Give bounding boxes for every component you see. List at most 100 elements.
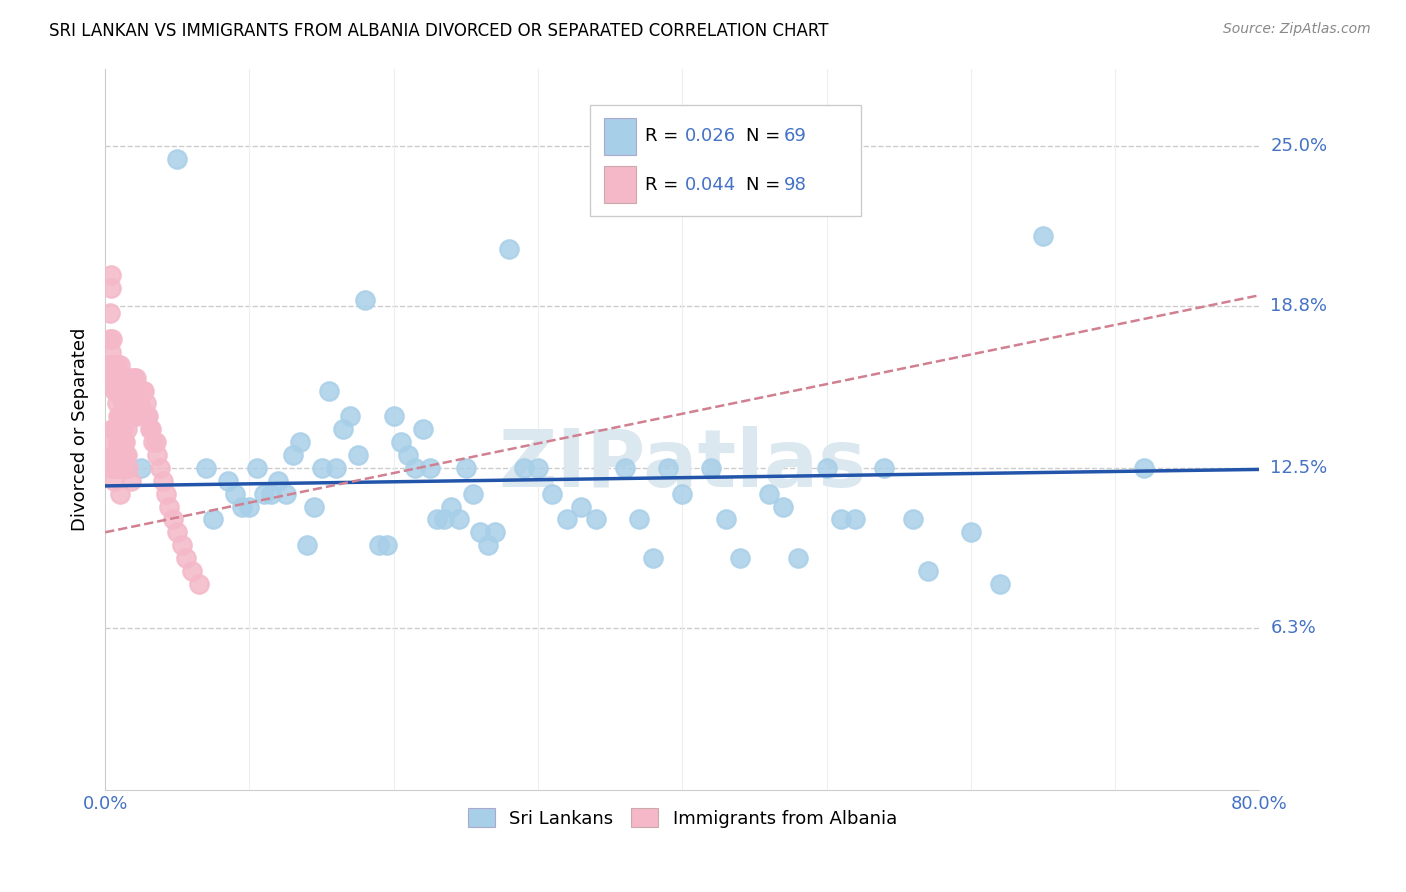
- Point: [108, 461, 131, 475]
- Legend: Sri Lankans, Immigrants from Albania: Sri Lankans, Immigrants from Albania: [460, 801, 904, 835]
- Text: 98: 98: [785, 176, 807, 194]
- Point: [118, 409, 141, 424]
- Point: [120, 370, 142, 384]
- Point: [105, 422, 128, 436]
- Point: [136, 409, 159, 424]
- Point: [627, 512, 650, 526]
- Point: [433, 512, 456, 526]
- Point: [117, 409, 139, 424]
- Point: [115, 422, 138, 436]
- Point: [107, 370, 129, 384]
- Point: [174, 551, 197, 566]
- Point: [135, 396, 157, 410]
- Point: [108, 422, 131, 436]
- Point: [105, 396, 128, 410]
- Point: [112, 409, 135, 424]
- Point: [815, 461, 838, 475]
- Point: [311, 461, 333, 475]
- Point: [124, 370, 146, 384]
- Point: [112, 435, 135, 450]
- Point: [447, 512, 470, 526]
- Point: [105, 448, 128, 462]
- Point: [142, 435, 165, 450]
- Point: [111, 384, 134, 398]
- Point: [122, 396, 145, 410]
- Text: 0.026: 0.026: [685, 128, 735, 145]
- Point: [129, 461, 152, 475]
- Point: [117, 384, 139, 398]
- Point: [419, 461, 441, 475]
- Point: [657, 461, 679, 475]
- Point: [368, 538, 391, 552]
- Point: [224, 486, 246, 500]
- Point: [108, 358, 131, 372]
- Point: [112, 461, 135, 475]
- Point: [108, 409, 131, 424]
- Point: [267, 474, 290, 488]
- Point: [569, 500, 592, 514]
- Point: [145, 435, 167, 450]
- Point: [98, 358, 121, 372]
- Point: [714, 512, 737, 526]
- Point: [139, 422, 162, 436]
- Point: [103, 448, 125, 462]
- Point: [108, 435, 131, 450]
- Text: 25.0%: 25.0%: [1271, 136, 1327, 155]
- Point: [461, 486, 484, 500]
- FancyBboxPatch shape: [591, 104, 862, 217]
- Point: [100, 345, 122, 359]
- Point: [671, 486, 693, 500]
- Point: [104, 384, 127, 398]
- Point: [107, 409, 129, 424]
- Point: [917, 564, 939, 578]
- Point: [318, 384, 340, 398]
- Point: [101, 358, 124, 372]
- Point: [104, 448, 127, 462]
- Point: [484, 525, 506, 540]
- Point: [122, 370, 145, 384]
- Point: [100, 370, 122, 384]
- Point: [114, 435, 136, 450]
- Point: [104, 422, 127, 436]
- Point: [111, 422, 134, 436]
- Point: [404, 461, 426, 475]
- Point: [152, 474, 174, 488]
- Point: [454, 461, 477, 475]
- Text: 6.3%: 6.3%: [1271, 618, 1316, 637]
- Point: [426, 512, 449, 526]
- Point: [108, 384, 131, 398]
- Point: [901, 512, 924, 526]
- Point: [195, 461, 218, 475]
- Point: [101, 422, 124, 436]
- Point: [120, 474, 142, 488]
- Point: [114, 409, 136, 424]
- Text: Source: ZipAtlas.com: Source: ZipAtlas.com: [1223, 22, 1371, 37]
- Point: [101, 332, 124, 346]
- Point: [149, 461, 172, 475]
- Point: [585, 512, 607, 526]
- Text: ZIPatlas: ZIPatlas: [498, 426, 866, 504]
- Point: [382, 409, 405, 424]
- Point: [107, 435, 129, 450]
- Point: [541, 486, 564, 500]
- Point: [118, 384, 141, 398]
- Point: [111, 448, 134, 462]
- Point: [162, 512, 184, 526]
- Point: [125, 384, 148, 398]
- Point: [110, 370, 132, 384]
- Point: [281, 448, 304, 462]
- Point: [128, 396, 150, 410]
- Point: [115, 396, 138, 410]
- Point: [108, 486, 131, 500]
- Point: [988, 576, 1011, 591]
- Point: [138, 409, 160, 424]
- Point: [786, 551, 808, 566]
- Point: [110, 422, 132, 436]
- Point: [103, 474, 125, 488]
- Text: 0.044: 0.044: [685, 176, 735, 194]
- Point: [111, 396, 134, 410]
- Point: [114, 396, 136, 410]
- Point: [295, 538, 318, 552]
- Point: [700, 461, 723, 475]
- Text: R =: R =: [645, 128, 685, 145]
